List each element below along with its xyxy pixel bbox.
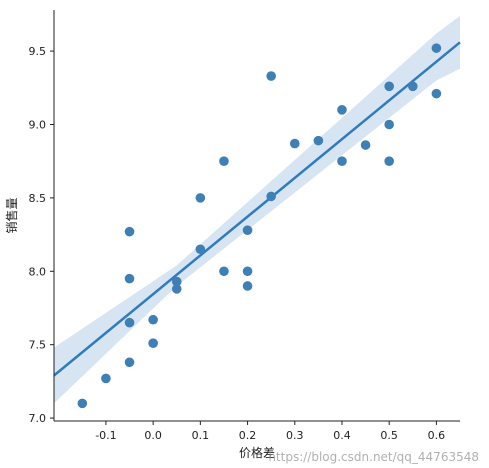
data-point — [124, 226, 135, 237]
data-point — [195, 244, 206, 255]
data-point — [384, 81, 394, 92]
data-point — [266, 191, 276, 202]
data-point — [431, 88, 442, 99]
data-points-layer — [77, 43, 442, 409]
data-point — [124, 273, 135, 284]
regression-line — [53, 41, 461, 377]
x-axis-label: 价格差 — [239, 445, 275, 460]
data-point — [219, 266, 229, 277]
axes-layer — [53, 10, 460, 422]
watermark: https://blog.csdn.net/qq_44763548 — [268, 450, 479, 464]
data-point — [431, 43, 442, 53]
x-tick-label: 0.3 — [286, 429, 304, 442]
y-tick-label: 9.5 — [29, 45, 47, 58]
data-point — [148, 338, 158, 349]
data-point — [124, 317, 135, 328]
y-tick-label: 7.0 — [29, 412, 47, 425]
data-point — [101, 373, 111, 384]
y-ticks: 7.0 7.5 8.0 8.5 9.0 9.5 — [29, 45, 54, 425]
data-point — [266, 71, 276, 81]
x-tick-label: 0.5 — [380, 429, 398, 442]
data-point — [360, 140, 371, 150]
data-point — [219, 156, 229, 166]
data-point — [242, 225, 253, 235]
data-point — [384, 156, 394, 166]
data-point — [171, 284, 182, 294]
x-tick-label: 0.4 — [333, 429, 351, 442]
data-point — [384, 119, 394, 130]
y-tick-label: 7.5 — [29, 339, 47, 352]
x-ticks: -0.1 0.0 0.1 0.2 0.3 0.4 0.5 0.6 — [95, 421, 445, 442]
data-point — [242, 266, 253, 277]
data-point — [242, 281, 253, 291]
data-point — [148, 314, 158, 325]
y-tick-label: 8.5 — [29, 192, 47, 205]
x-tick-label: 0.2 — [239, 429, 257, 442]
data-point — [289, 138, 300, 149]
y-tick-label: 8.0 — [29, 265, 47, 278]
data-point — [171, 276, 182, 287]
x-tick-label: 0.0 — [144, 429, 162, 442]
data-point — [195, 193, 206, 203]
data-point — [337, 105, 347, 115]
x-tick-label: -0.1 — [95, 429, 116, 442]
data-point — [407, 81, 418, 92]
regression-line-layer — [53, 41, 461, 377]
data-point — [124, 357, 135, 368]
x-tick-label: 0.1 — [192, 429, 210, 442]
y-tick-label: 9.0 — [29, 118, 47, 131]
data-point — [77, 398, 88, 409]
x-tick-label: 0.6 — [428, 429, 446, 442]
y-axis-label: 销售量 — [4, 197, 19, 233]
data-point — [337, 156, 347, 166]
data-point — [313, 135, 324, 146]
